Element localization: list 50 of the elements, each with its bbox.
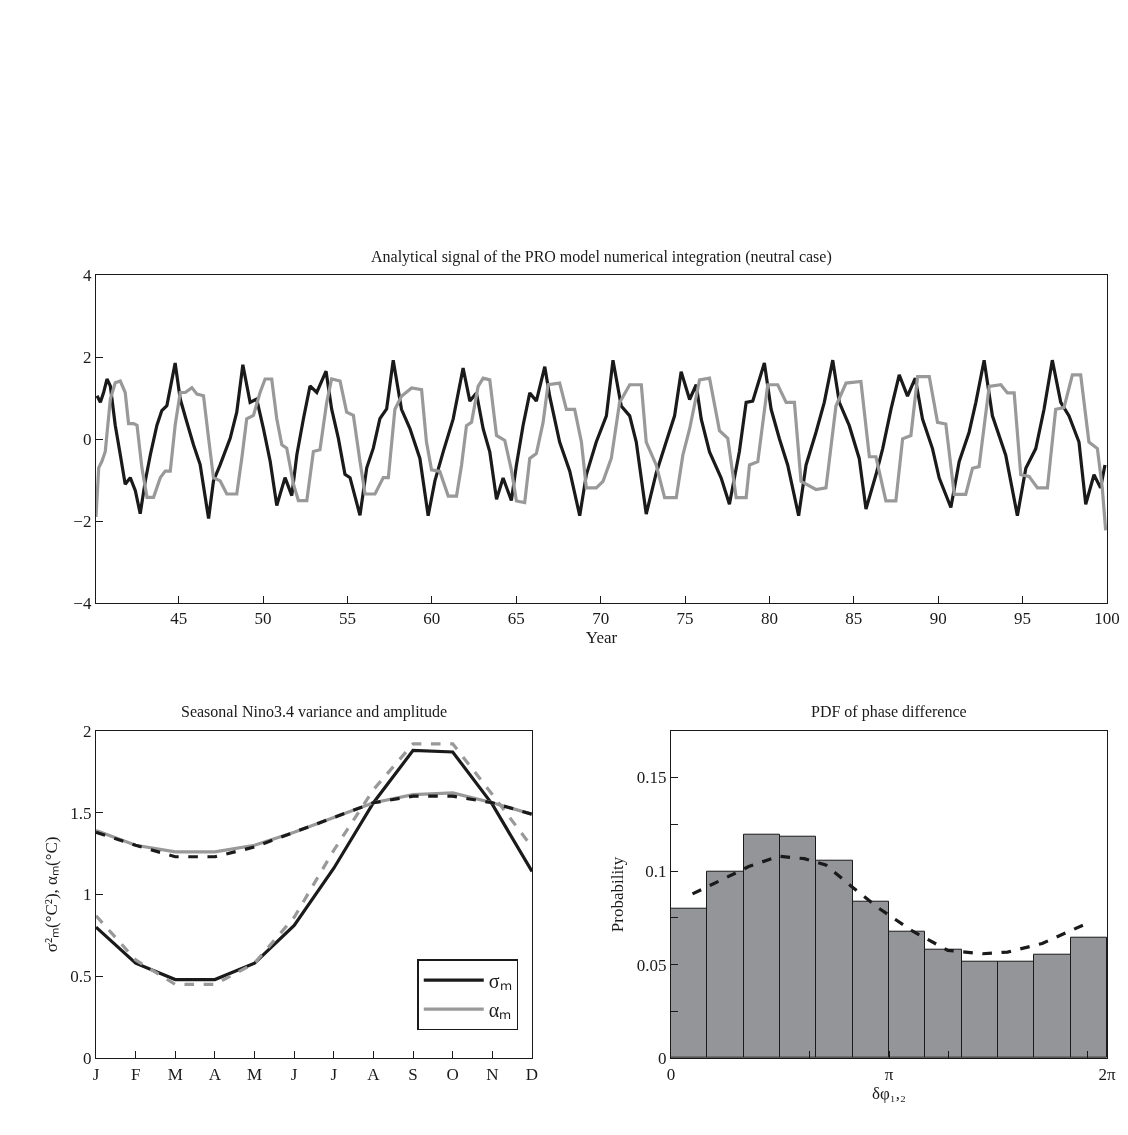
y-tick-label: 0 (82, 1049, 92, 1069)
x-tick-label: 80 (760, 609, 778, 629)
x-tick-label: 55 (338, 609, 356, 629)
x-tick-label: J (330, 1064, 338, 1084)
y-axis-title: σ²ₘ(°C²), αₘ(°C) (41, 836, 61, 953)
x-tick-label: 75 (676, 609, 694, 629)
chart-title: Seasonal Nino3.4 variance and amplitude (181, 703, 448, 721)
x-tick-label: A (208, 1064, 222, 1084)
x-tick-label: 45 (170, 609, 188, 629)
x-tick-label: 85 (845, 609, 863, 629)
y-tick-label: 2 (82, 721, 92, 741)
x-tick-label: 90 (929, 609, 947, 629)
y-tick-label: −4 (73, 593, 92, 613)
y-tick-label: 1 (82, 885, 92, 905)
y-axis-title: Probability (608, 856, 628, 933)
x-tick-label: D (525, 1064, 539, 1084)
x-tick-label: N (486, 1064, 499, 1084)
chart-title: PDF of phase difference (811, 703, 967, 721)
x-tick-label: M (246, 1064, 263, 1084)
x-tick-label: 100 (1094, 609, 1120, 629)
y-tick-label: 0 (657, 1049, 667, 1069)
legend-label: αₘ (488, 998, 512, 1021)
line-series (96, 373, 1107, 533)
y-tick-label: 0.5 (70, 967, 92, 987)
x-tick-label: 50 (254, 609, 272, 629)
y-tick-label: 0.15 (636, 768, 667, 788)
x-tick-label: F (130, 1064, 141, 1084)
x-axis-title: Year (585, 628, 618, 648)
x-axis-title: δφ₁,₂ (872, 1083, 906, 1103)
y-tick-label: 0 (82, 430, 92, 450)
x-tick-label: 65 (507, 609, 525, 629)
y-tick-label: 1.5 (70, 803, 92, 823)
y-tick-label: 4 (82, 266, 92, 286)
x-tick-label: A (367, 1064, 381, 1084)
x-tick-label: O (446, 1064, 459, 1084)
y-tick-label: 2 (82, 348, 92, 368)
y-tick-label: −2 (73, 511, 92, 531)
x-tick-label: M (167, 1064, 183, 1084)
x-tick-label: 70 (592, 609, 610, 629)
x-tick-label: 2π (1098, 1064, 1116, 1084)
legend-label: σₘ (488, 969, 512, 992)
y-tick-label: 0.05 (636, 955, 667, 975)
x-tick-label: J (92, 1064, 100, 1084)
y-tick-label: 0.1 (645, 861, 667, 881)
x-tick-label: S (408, 1064, 418, 1084)
x-tick-label: π (884, 1064, 894, 1084)
x-tick-label: 95 (1014, 609, 1032, 629)
chart-title: Analytical signal of the PRO model numerical integration (neutral case) (371, 248, 832, 266)
x-tick-label: 60 (423, 609, 441, 629)
x-tick-label: J (290, 1064, 298, 1084)
